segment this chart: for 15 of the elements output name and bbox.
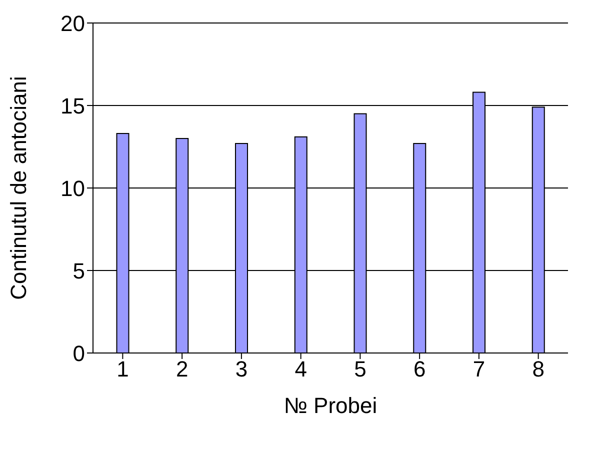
y-axis-title: Continutul de antociani	[6, 76, 31, 300]
y-tick-label: 15	[60, 93, 85, 118]
x-tick-label: 1	[116, 356, 129, 382]
y-tick-label: 0	[72, 340, 85, 366]
x-axis-title: № Probei	[284, 393, 378, 418]
x-tick-label: 8	[532, 356, 544, 382]
x-tick-label: 5	[354, 356, 366, 382]
x-tick-label: 4	[294, 356, 307, 382]
y-tick-label: 5	[72, 258, 85, 284]
x-tick-label: 7	[472, 356, 486, 382]
y-tick-label: 20	[60, 10, 85, 36]
x-tick-label: 6	[413, 356, 426, 382]
x-tick-label: 3	[235, 356, 248, 382]
x-tick-label: 2	[176, 356, 188, 382]
y-tick-label: 10	[60, 176, 85, 201]
